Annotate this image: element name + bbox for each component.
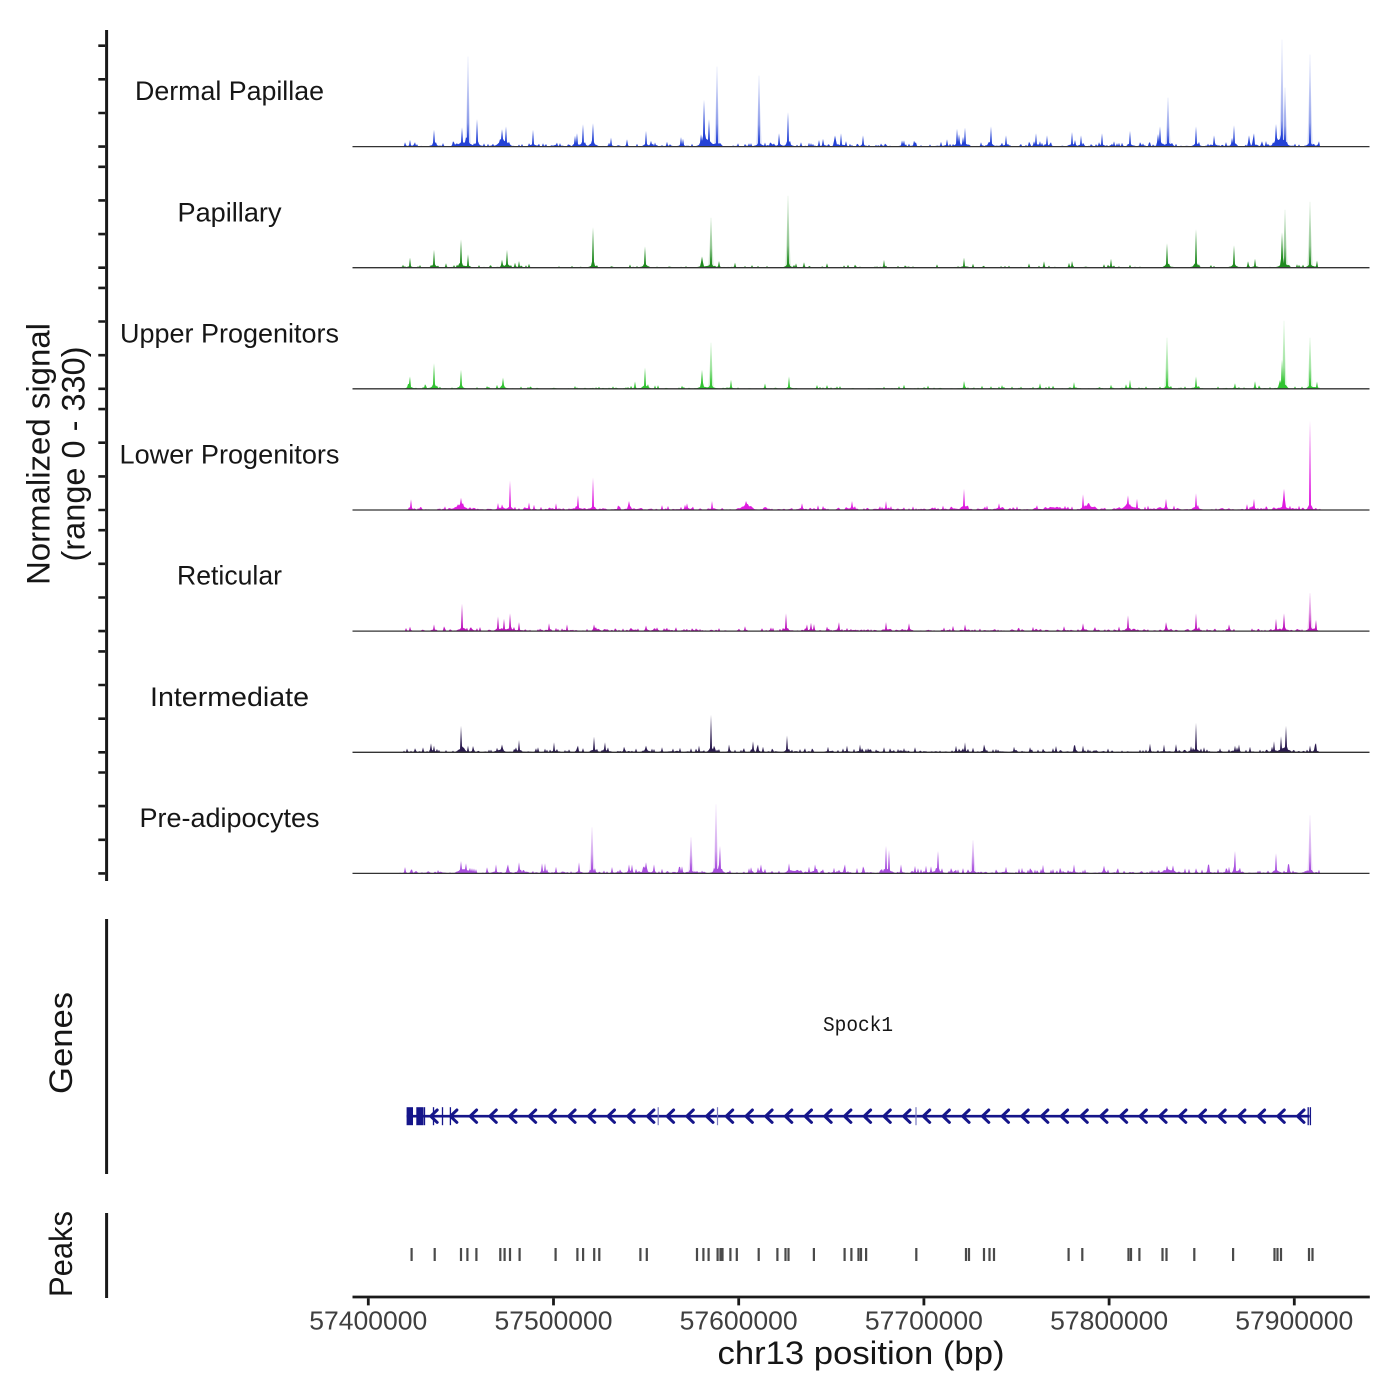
svg-text:Dermal Papillae: Dermal Papillae <box>135 76 324 106</box>
svg-text:57700000: 57700000 <box>865 1305 983 1335</box>
svg-text:Papillary: Papillary <box>178 197 282 227</box>
svg-text:Lower Progenitors: Lower Progenitors <box>120 440 340 470</box>
svg-text:Upper Progenitors: Upper Progenitors <box>120 318 339 348</box>
svg-text:Intermediate: Intermediate <box>150 682 309 712</box>
svg-text:(range 0 - 330): (range 0 - 330) <box>56 347 92 562</box>
svg-text:57500000: 57500000 <box>495 1305 613 1335</box>
svg-text:Normalized signal: Normalized signal <box>21 323 57 585</box>
svg-text:57900000: 57900000 <box>1235 1305 1353 1335</box>
svg-text:Genes: Genes <box>43 992 79 1094</box>
svg-text:Reticular: Reticular <box>177 561 282 591</box>
svg-text:Spock1: Spock1 <box>823 1014 893 1038</box>
svg-text:57400000: 57400000 <box>309 1305 427 1335</box>
svg-text:57800000: 57800000 <box>1050 1305 1168 1335</box>
svg-text:57600000: 57600000 <box>680 1305 798 1335</box>
svg-text:Pre-adipocytes: Pre-adipocytes <box>140 803 320 833</box>
svg-text:Peaks: Peaks <box>43 1211 79 1297</box>
svg-text:chr13 position (bp): chr13 position (bp) <box>718 1335 1005 1371</box>
